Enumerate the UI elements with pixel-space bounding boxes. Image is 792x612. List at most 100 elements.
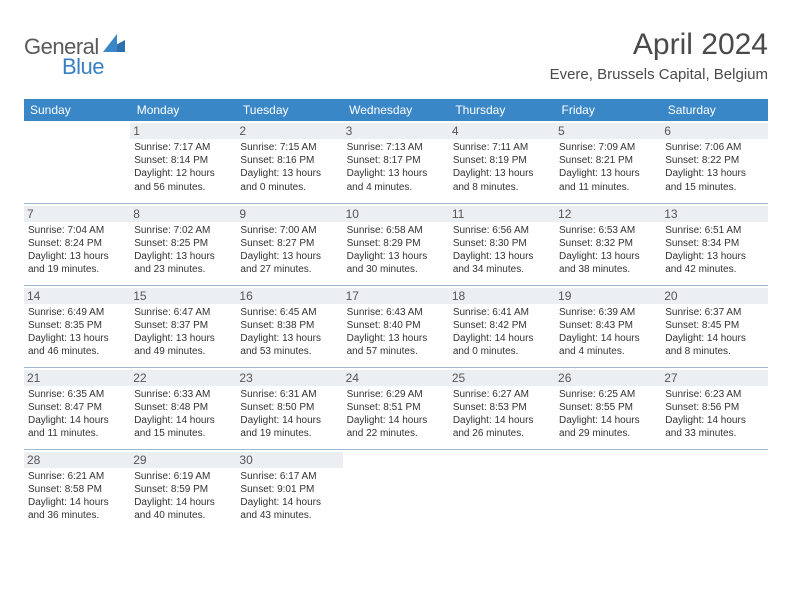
day-number: 21 [24,370,130,386]
day-number: 11 [449,206,555,222]
day-number: 19 [555,288,661,304]
calendar-day-cell: 3Sunrise: 7:13 AMSunset: 8:17 PMDaylight… [343,121,449,203]
day-info: Sunrise: 6:58 AMSunset: 8:29 PMDaylight:… [347,224,445,277]
day-number: 17 [343,288,449,304]
brand-mark-icon [103,34,125,57]
day-number: 14 [24,288,130,304]
calendar-week-row: 14Sunrise: 6:49 AMSunset: 8:35 PMDayligh… [24,285,768,367]
day-info: Sunrise: 7:11 AMSunset: 8:19 PMDaylight:… [453,141,551,194]
dayhead-tuesday: Tuesday [236,99,342,121]
day-info: Sunrise: 6:25 AMSunset: 8:55 PMDaylight:… [559,388,657,441]
day-number: 4 [449,123,555,139]
calendar-day-cell: 9 Sunrise: 7:00 AMSunset: 8:27 PMDaylight… [236,203,342,285]
calendar-day-cell: 18 Sunrise: 6:41 AMSunset: 8:42 PMDayligh… [449,285,555,367]
page-title: April 2024 [550,28,768,62]
day-number: 23 [236,370,342,386]
calendar-empty-cell [343,449,449,531]
calendar-day-cell: 5 Sunrise: 7:09 AMSunset: 8:21 PMDaylight… [555,121,661,203]
calendar-day-cell: 25 Sunrise: 6:27 AMSunset: 8:53 PMDayligh… [449,367,555,449]
calendar-day-cell: 19 Sunrise: 6:39 AMSunset: 8:43 PMDayligh… [555,285,661,367]
day-number: 9 [236,206,342,222]
calendar-week-row: 28Sunrise: 6:21 AMSunset: 8:58 PMDayligh… [24,449,768,531]
dayhead-sunday: Sunday [24,99,130,121]
day-number: 1 [130,123,236,139]
day-info: Sunrise: 6:31 AMSunset: 8:50 PMDaylight:… [240,388,338,441]
calendar-day-cell: 4 Sunrise: 7:11 AMSunset: 8:19 PMDaylight… [449,121,555,203]
calendar-day-cell: 29Sunrise: 6:19 AMSunset: 8:59 PMDayligh… [130,449,236,531]
calendar-empty-cell [24,121,130,203]
day-info: Sunrise: 6:45 AMSunset: 8:38 PMDaylight:… [240,306,338,359]
day-number: 13 [661,206,767,222]
calendar-empty-cell [449,449,555,531]
dayhead-wednesday: Wednesday [343,99,449,121]
day-info: Sunrise: 7:06 AMSunset: 8:22 PMDaylight:… [665,141,763,194]
day-number: 15 [130,288,236,304]
calendar-day-cell: 10 Sunrise: 6:58 AMSunset: 8:29 PMDayligh… [343,203,449,285]
day-number: 7 [24,206,130,222]
day-info: Sunrise: 6:19 AMSunset: 8:59 PMDaylight:… [134,470,232,523]
day-info: Sunrise: 6:56 AMSunset: 8:30 PMDaylight:… [453,224,551,277]
day-number: 18 [449,288,555,304]
day-info: Sunrise: 6:51 AMSunset: 8:34 PMDaylight:… [665,224,763,277]
day-info: Sunrise: 7:15 AMSunset: 8:16 PMDaylight:… [240,141,338,194]
day-info: Sunrise: 6:47 AMSunset: 8:37 PMDaylight:… [134,306,232,359]
day-number: 10 [343,206,449,222]
calendar-day-cell: 12 Sunrise: 6:53 AMSunset: 8:32 PMDayligh… [555,203,661,285]
calendar-day-cell: 17 Sunrise: 6:43 AMSunset: 8:40 PMDayligh… [343,285,449,367]
calendar-day-cell: 16Sunrise: 6:45 AMSunset: 8:38 PMDayligh… [236,285,342,367]
day-header-row: Sunday Monday Tuesday Wednesday Thursday… [24,99,768,121]
day-info: Sunrise: 6:43 AMSunset: 8:40 PMDaylight:… [347,306,445,359]
calendar-day-cell: 15 Sunrise: 6:47 AMSunset: 8:37 PMDayligh… [130,285,236,367]
calendar-day-cell: 22 Sunrise: 6:33 AMSunset: 8:48 PMDayligh… [130,367,236,449]
calendar-empty-cell [661,449,767,531]
day-info: Sunrise: 6:33 AMSunset: 8:48 PMDaylight:… [134,388,232,441]
dayhead-monday: Monday [130,99,236,121]
dayhead-thursday: Thursday [449,99,555,121]
day-info: Sunrise: 7:17 AMSunset: 8:14 PMDaylight:… [134,141,232,194]
day-number: 27 [661,370,767,386]
dayhead-saturday: Saturday [661,99,767,121]
calendar-day-cell: 14Sunrise: 6:49 AMSunset: 8:35 PMDayligh… [24,285,130,367]
calendar-day-cell: 23 Sunrise: 6:31 AMSunset: 8:50 PMDayligh… [236,367,342,449]
brand-part2: Blue [62,54,104,79]
calendar-day-cell: 24Sunrise: 6:29 AMSunset: 8:51 PMDayligh… [343,367,449,449]
day-info: Sunrise: 6:39 AMSunset: 8:43 PMDaylight:… [559,306,657,359]
day-number: 25 [449,370,555,386]
calendar-day-cell: 27Sunrise: 6:23 AMSunset: 8:56 PMDayligh… [661,367,767,449]
day-info: Sunrise: 6:37 AMSunset: 8:45 PMDaylight:… [665,306,763,359]
day-number: 12 [555,206,661,222]
header: General April 2024 Evere, Brussels Capit… [24,28,768,83]
calendar-day-cell: 28Sunrise: 6:21 AMSunset: 8:58 PMDayligh… [24,449,130,531]
day-info: Sunrise: 7:04 AMSunset: 8:24 PMDaylight:… [28,224,126,277]
day-number: 8 [130,206,236,222]
day-number: 28 [24,452,130,468]
day-number: 22 [130,370,236,386]
calendar-week-row: 21 Sunrise: 6:35 AMSunset: 8:47 PMDayligh… [24,367,768,449]
day-number: 26 [555,370,661,386]
calendar-body: 1 Sunrise: 7:17 AMSunset: 8:14 PMDaylight… [24,121,768,531]
dayhead-friday: Friday [555,99,661,121]
day-number: 5 [555,123,661,139]
brand-part2-wrap: Blue [24,54,104,80]
calendar-week-row: 7 Sunrise: 7:04 AMSunset: 8:24 PMDaylight… [24,203,768,285]
day-number: 2 [236,123,342,139]
calendar-day-cell: 11 Sunrise: 6:56 AMSunset: 8:30 PMDayligh… [449,203,555,285]
day-number: 20 [661,288,767,304]
day-info: Sunrise: 6:53 AMSunset: 8:32 PMDaylight:… [559,224,657,277]
calendar-day-cell: 6 Sunrise: 7:06 AMSunset: 8:22 PMDaylight… [661,121,767,203]
day-number: 30 [236,452,342,468]
day-info: Sunrise: 7:09 AMSunset: 8:21 PMDaylight:… [559,141,657,194]
calendar-day-cell: 30Sunrise: 6:17 AMSunset: 9:01 PMDayligh… [236,449,342,531]
calendar-page: General April 2024 Evere, Brussels Capit… [0,0,792,531]
location-text: Evere, Brussels Capital, Belgium [550,66,768,83]
day-info: Sunrise: 6:35 AMSunset: 8:47 PMDaylight:… [28,388,126,441]
day-info: Sunrise: 7:13 AMSunset: 8:17 PMDaylight:… [347,141,445,194]
day-info: Sunrise: 6:27 AMSunset: 8:53 PMDaylight:… [453,388,551,441]
calendar-day-cell: 8Sunrise: 7:02 AMSunset: 8:25 PMDaylight… [130,203,236,285]
calendar-day-cell: 26 Sunrise: 6:25 AMSunset: 8:55 PMDayligh… [555,367,661,449]
day-number: 6 [661,123,767,139]
day-info: Sunrise: 7:00 AMSunset: 8:27 PMDaylight:… [240,224,338,277]
calendar-day-cell: 7 Sunrise: 7:04 AMSunset: 8:24 PMDaylight… [24,203,130,285]
calendar-day-cell: 1 Sunrise: 7:17 AMSunset: 8:14 PMDaylight… [130,121,236,203]
day-info: Sunrise: 6:41 AMSunset: 8:42 PMDaylight:… [453,306,551,359]
